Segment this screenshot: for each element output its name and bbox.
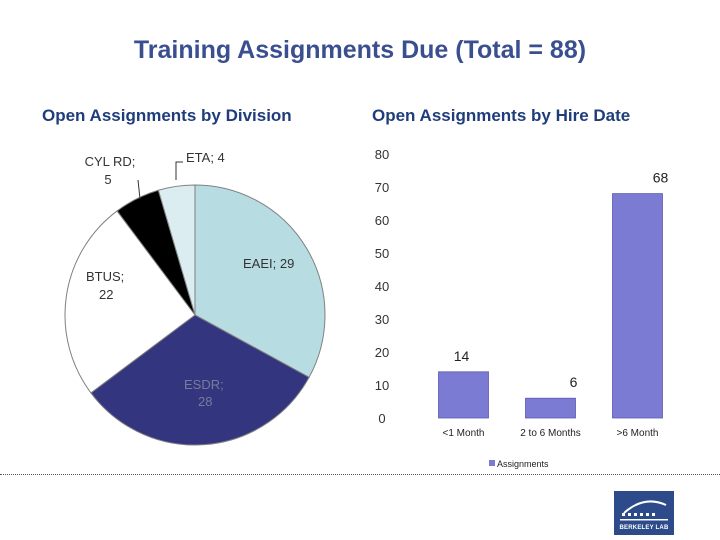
pie-label-eta: ETA; 4	[186, 150, 225, 165]
bar-chart-title: Open Assignments by Hire Date	[372, 106, 631, 125]
pie-label-esdr-line1: ESDR;	[184, 377, 224, 392]
slide-title: Training Assignments Due (Total = 88)	[133, 36, 587, 64]
pie-slice-btus	[64, 210, 196, 394]
x-category-label: >6 Month	[617, 428, 659, 439]
y-tick-label: 80	[375, 147, 389, 162]
y-tick-label: 50	[375, 246, 389, 261]
y-tick-label: 20	[375, 345, 389, 360]
pie-slice-esdr	[90, 314, 310, 446]
pie-labels: CYL RD; 5 ETA; 4 EAEI; 29 BTUS; 22 ESDR;…	[85, 150, 295, 409]
pie-slice-eaei	[194, 184, 326, 378]
leader-line-eta	[175, 161, 183, 180]
bar-value-label: 14	[454, 348, 470, 364]
x-category-label: <1 Month	[443, 428, 485, 439]
y-tick-label: 30	[375, 312, 389, 327]
pie-chart	[64, 184, 326, 446]
pie-label-btus-line2: 22	[99, 287, 113, 302]
bar-0	[438, 371, 489, 419]
pie-label-eaei: EAEI; 29	[243, 256, 294, 271]
lab-building-icon	[620, 500, 668, 521]
pie-label-cyl-line2: 5	[104, 172, 111, 187]
pie-chart-title: Open Assignments by Division	[42, 106, 292, 125]
y-tick-label: 60	[375, 213, 389, 228]
y-tick-label: 40	[375, 279, 389, 294]
leader-line-cyl	[137, 179, 141, 200]
bar-1	[525, 397, 576, 419]
pie-label-btus-line1: BTUS;	[86, 269, 124, 284]
legend-label: Assignments	[497, 459, 549, 469]
bar-2	[612, 193, 663, 419]
y-tick-label: 70	[375, 180, 389, 195]
legend-swatch	[489, 460, 495, 466]
footer-divider	[0, 474, 720, 475]
pie-label-cyl-line1: CYL RD;	[85, 154, 136, 169]
pie-slice-eta	[157, 184, 196, 316]
bar-chart: 0 10 20 30 40 50 60 70 80 14 <1 Month 6 2 to 6 Month…	[375, 147, 669, 469]
bar-value-label: 6	[570, 374, 578, 390]
y-tick-label: 10	[375, 378, 389, 393]
x-category-label: 2 to 6 Months	[520, 428, 581, 439]
logo-text: BERKELEY LAB	[619, 525, 669, 531]
bar-value-label: 68	[653, 170, 669, 186]
berkeley-lab-logo: BERKELEY LAB	[614, 491, 674, 535]
y-tick-label: 0	[378, 411, 385, 426]
pie-label-esdr-line2: 28	[198, 394, 212, 409]
